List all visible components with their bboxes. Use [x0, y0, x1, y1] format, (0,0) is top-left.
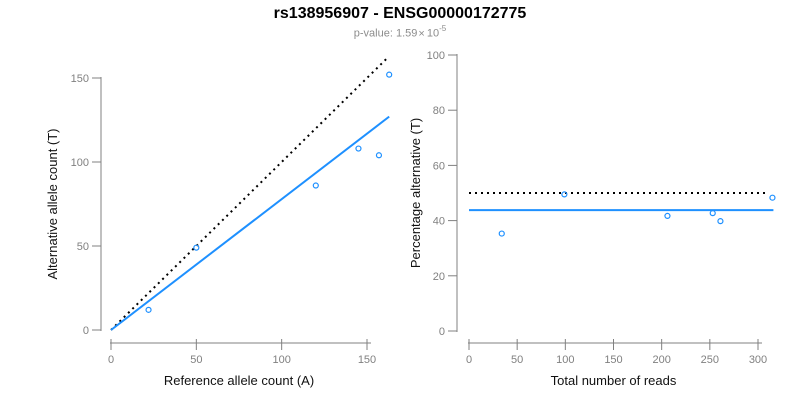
x-tick-label: 100: [272, 354, 290, 366]
y-tick-label: 100: [427, 50, 445, 62]
data-point: [769, 194, 776, 201]
left-scatter-plot: 0 50 100 150 0 50 100 150 Reference allele count…: [45, 57, 393, 388]
y-tick-label: 0: [439, 326, 445, 338]
data-point: [386, 71, 393, 78]
y-tick-label: 0: [83, 325, 89, 337]
chart-subtitle: p-value: 1.59× 10-5: [0, 23, 800, 40]
data-point: [145, 306, 152, 313]
data-point: [561, 191, 568, 198]
multiplication-sign: ×: [418, 27, 425, 40]
data-point: [717, 218, 724, 225]
x-tick-label: 50: [190, 354, 202, 366]
pvalue-mantissa: 1.59: [395, 27, 418, 40]
y-tick-label: 20: [433, 271, 445, 283]
y-axis-title: Percentage alternative (T): [408, 118, 423, 268]
y-tick-label: 40: [433, 216, 445, 228]
pvalue-label: p-value:: [353, 27, 393, 40]
x-tick-label: 150: [358, 354, 376, 366]
figure-header: rs138956907 - ENSG00000172775 p-value: 1…: [0, 0, 800, 40]
x-tick-label: 250: [701, 354, 719, 366]
x-tick-label: 300: [749, 354, 767, 366]
x-axis-title: Total number of reads: [551, 373, 677, 388]
identity-line: [110, 57, 389, 331]
fit-line: [110, 115, 390, 331]
data-point: [312, 182, 319, 189]
data-point: [709, 210, 716, 217]
data-point: [193, 244, 200, 251]
data-point: [664, 212, 671, 220]
x-tick-label: 0: [466, 354, 472, 366]
x-axis-title: Reference allele count (A): [164, 373, 314, 388]
y-tick-label: 150: [71, 73, 89, 85]
x-tick-label: 50: [511, 354, 523, 366]
x-tick-label: 0: [108, 354, 114, 366]
pvalue-base: 10: [426, 27, 440, 40]
chart-title: rs138956907 - ENSG00000172775: [273, 5, 527, 22]
x-tick-label: 100: [556, 354, 574, 366]
y-tick-label: 60: [433, 160, 445, 172]
x-tick-label: 150: [604, 354, 622, 366]
pvalue-exponent: -5: [439, 24, 447, 33]
y-tick-label: 50: [77, 241, 89, 253]
y-tick-label: 80: [433, 105, 445, 117]
data-point: [355, 145, 362, 152]
y-axis-title: Alternative allele count (T): [45, 128, 60, 279]
x-tick-label: 200: [652, 354, 670, 366]
y-tick-label: 100: [71, 157, 89, 169]
right-scatter-plot: 0 50 100 150 200 250 300 0 20 40 60 80 100 Total numb…: [408, 50, 776, 388]
data-point: [375, 152, 383, 159]
data-point: [498, 230, 505, 237]
